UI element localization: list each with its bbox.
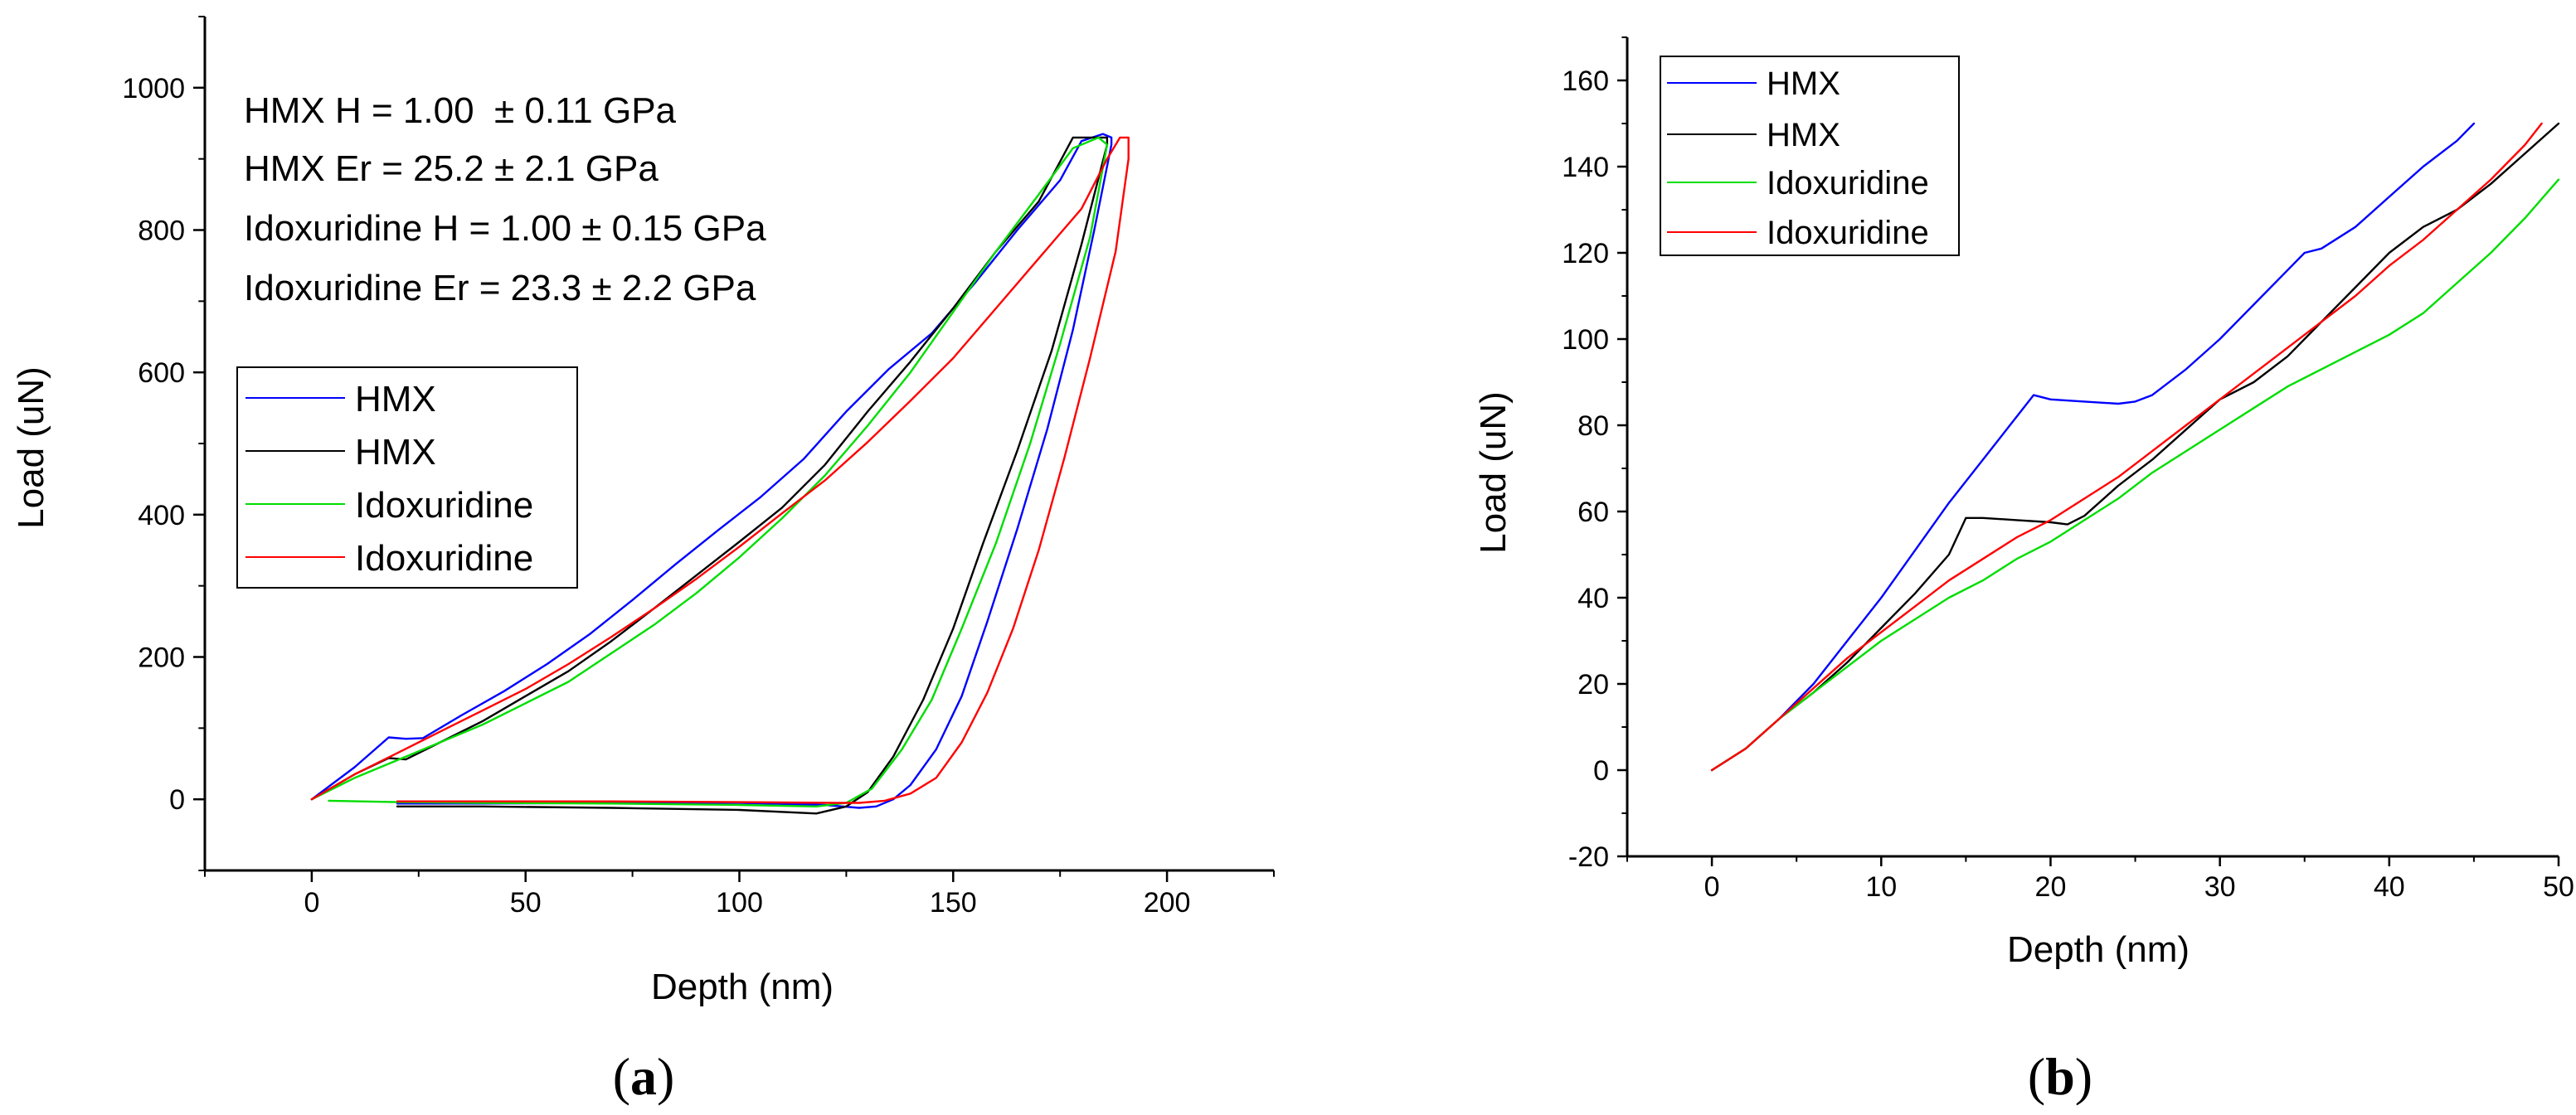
panel-a-y-axis: 0 200 400 600 800 1000 [122, 16, 207, 871]
panel-a-legend-label-idoxuridine-red: Idoxuridine [355, 538, 533, 579]
panel-b-legend-label-hmx-blue: HMX [1767, 65, 1840, 102]
panel-a-series-hmx-blue [310, 133, 1113, 809]
panel-a-legend-label-hmx-black: HMX [355, 432, 436, 473]
panel-b-series-group [1710, 122, 2560, 772]
panel-b-y-tick-label: 60 [1577, 497, 1609, 528]
panel-b-y-tick-label: -20 [1568, 841, 1609, 873]
panel-b-x-tick-label: 50 [2543, 871, 2574, 903]
panel-a-x-tick-label: 200 [1144, 887, 1191, 919]
panel-b-x-axis-label: Depth (nm) [2007, 929, 2190, 970]
panel-a-x-axis-label: Depth (nm) [651, 967, 834, 1007]
panel-a-series-idoxuridine-red [310, 136, 1130, 804]
panel-b-x-tick-label: 20 [2035, 871, 2067, 903]
panel-a-annotation-hmx-hardness: HMX H = 1.00 ± 0.11 GPa [244, 90, 677, 131]
panel-b-series-hmx-blue [1710, 122, 2476, 772]
panel-a-y-axis-label: Load (uN) [11, 366, 51, 529]
panel-a-x-axis: 0 50 100 150 200 [204, 869, 1275, 919]
panel-b-x-axis: 0 10 20 30 40 50 [1626, 855, 2574, 903]
panel-b-y-tick-label: 120 [1562, 238, 1609, 269]
panel-b-y-tick-label: 140 [1562, 152, 1609, 183]
panel-b-y-tick-label: 100 [1562, 324, 1609, 356]
panel-a-y-tick-label: 200 [138, 642, 185, 674]
panel-a-y-tick-label: 800 [138, 216, 185, 247]
panel-b-x-tick-label: 0 [1704, 871, 1720, 903]
panel-b-y-tick-label: 80 [1577, 410, 1609, 442]
panel-b-y-axis: -20 0 20 40 60 80 100 120 140 160 [1562, 36, 1629, 873]
panel-a-legend: HMX HMX Idoxuridine Idoxuridine [236, 366, 578, 589]
panel-b-legend-frame [1660, 56, 1960, 256]
panel-a-series-group [310, 133, 1130, 815]
panel-b-x-tick-label: 10 [1865, 871, 1897, 903]
panel-a-y-tick-label: 400 [138, 500, 185, 531]
panel-b-chart: -20 0 20 40 60 80 100 120 140 160 0 10 20 30 40 50 Dep… [1473, 36, 2574, 1106]
panel-b-legend-label-idoxuridine-red: Idoxuridine [1767, 215, 1929, 251]
panel-b-y-tick-label: 20 [1577, 669, 1609, 701]
panel-b-x-tick-label: 30 [2204, 871, 2236, 903]
panel-a-y-tick-label: 600 [138, 357, 185, 389]
panel-b-x-tick-label: 40 [2374, 871, 2405, 903]
panel-a-series-hmx-black [310, 136, 1109, 815]
panel-b-series-idoxuridine-green [1710, 178, 2560, 772]
panel-b-caption-letter: b [2045, 1047, 2075, 1106]
panel-a-annotation-idoxuridine-modulus: Idoxuridine Er = 23.3 ± 2.2 GPa [244, 268, 756, 308]
panel-b-y-tick-label: 160 [1562, 65, 1609, 97]
panel-a-chart: 0 200 400 600 800 1000 0 50 100 150 200 Depth (nm… [11, 16, 1275, 1106]
panel-b-caption-label: (b) [2028, 1047, 2092, 1106]
panel-a-y-tick-label: 1000 [122, 73, 185, 104]
panel-b-y-axis-label: Load (uN) [1473, 391, 1514, 554]
panel-a-caption-label: (a) [613, 1047, 675, 1106]
panel-a-y-tick-label: 0 [169, 784, 185, 816]
panel-b-y-tick-label: 40 [1577, 583, 1609, 614]
panel-a-legend-label-idoxuridine-green: Idoxuridine [355, 485, 533, 526]
panel-b-legend-label-hmx-black: HMX [1767, 117, 1840, 153]
panel-a-x-tick-label: 100 [716, 887, 763, 919]
panel-a-legend-frame [236, 366, 578, 589]
panel-a-legend-label-hmx-blue: HMX [355, 379, 436, 419]
panel-b-legend: HMX HMX Idoxuridine Idoxuridine [1660, 56, 1960, 256]
panel-a-x-tick-label: 50 [510, 887, 542, 919]
panel-a-x-tick-label: 150 [930, 887, 977, 919]
panel-b-legend-label-idoxuridine-green: Idoxuridine [1767, 165, 1929, 201]
panel-a-x-tick-label: 0 [304, 887, 319, 919]
panel-a-annotation-idoxuridine-hardness: Idoxuridine H = 1.00 ± 0.15 GPa [244, 208, 766, 249]
panel-a-caption-letter: a [630, 1047, 657, 1106]
panel-b-y-tick-label: 0 [1593, 755, 1609, 787]
panel-a-annotation-hmx-modulus: HMX Er = 25.2 ± 2.1 GPa [244, 148, 659, 189]
panel-b-series-idoxuridine-red [1710, 122, 2543, 772]
